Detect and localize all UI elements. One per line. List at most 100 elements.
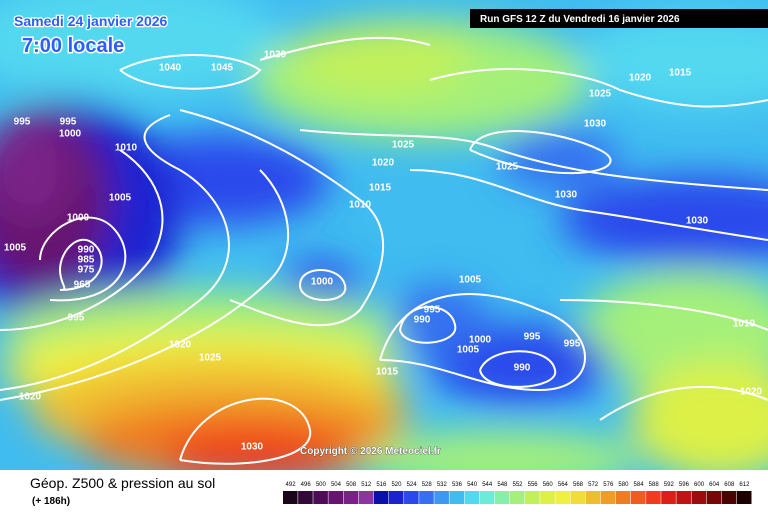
isobar-label: 995 xyxy=(68,313,85,324)
isobar-label: 995 xyxy=(424,305,441,316)
colorbar-label: 536 xyxy=(452,482,463,488)
isobar-label: 1015 xyxy=(369,183,392,194)
colorbar-label: 576 xyxy=(603,482,614,488)
isobar-label: 1015 xyxy=(376,367,399,378)
colorbar-cell xyxy=(388,491,404,504)
colorbar-cell xyxy=(494,491,510,504)
colorbar-label: 504 xyxy=(331,482,342,488)
colorbar-label: 496 xyxy=(301,482,312,488)
colorbar-label: 508 xyxy=(346,482,357,488)
copyright: Copyright © 2026 Meteociel.fr xyxy=(300,446,441,457)
isobar-label: 1010 xyxy=(733,319,756,330)
colorbar-label: 532 xyxy=(437,482,448,488)
colorbar-label: 592 xyxy=(664,482,675,488)
colorbar-label: 528 xyxy=(422,482,433,488)
colorbar-cell xyxy=(525,491,540,504)
isobar-label: 1030 xyxy=(241,442,264,453)
isobar-label: 990 xyxy=(514,363,531,374)
colorbar-cell xyxy=(404,491,419,504)
colorbar-label: 512 xyxy=(361,482,372,488)
colorbar-cell xyxy=(555,491,570,504)
isobar-label: 1005 xyxy=(459,275,482,286)
isobar-labels: 1040 1045 1030 995 995 1000 1010 1005 10… xyxy=(4,50,763,453)
colorbar-label: 600 xyxy=(694,482,705,488)
isobar-label: 1015 xyxy=(669,68,692,79)
colorbar-cell xyxy=(328,491,344,504)
isobar-label: 1045 xyxy=(211,63,234,74)
isobar-label: 1030 xyxy=(686,216,709,227)
isobar-label: 1005 xyxy=(109,193,132,204)
isobar-label: 1040 xyxy=(159,63,182,74)
isobar-label: 1010 xyxy=(349,200,372,211)
forecast-time: 7:00 locale xyxy=(22,35,124,57)
isobar-label: 1020 xyxy=(169,340,192,351)
colorbar-cell xyxy=(691,491,707,504)
colorbar-label: 500 xyxy=(316,482,327,488)
colorbar-cell xyxy=(419,491,434,504)
isobar-label: 990 xyxy=(78,245,95,256)
colorbar-cell xyxy=(434,491,449,504)
isobar-label: 995 xyxy=(564,339,581,350)
isobar-label: 1000 xyxy=(59,129,82,140)
isobar-label: 1000 xyxy=(311,277,334,288)
isobar-label: 1025 xyxy=(392,140,415,151)
colorbar-label: 560 xyxy=(543,482,554,488)
run-box xyxy=(470,9,768,28)
colorbar-label: 564 xyxy=(558,482,569,488)
colorbar-label: 540 xyxy=(467,482,478,488)
colorbar-cell xyxy=(540,491,555,504)
colorbar-label: 612 xyxy=(739,482,750,488)
isobar-label: 1030 xyxy=(555,190,578,201)
colorbar-label: 608 xyxy=(724,482,735,488)
isobar-label: 1000 xyxy=(67,213,90,224)
colorbar-cell xyxy=(373,491,389,504)
isobar-label: 1025 xyxy=(496,162,519,173)
isobar-label: 995 xyxy=(14,117,31,128)
map-field xyxy=(0,0,768,470)
isobar-label: 1000 xyxy=(469,335,492,346)
isobar-label: 1030 xyxy=(264,50,287,61)
colorbar-cell xyxy=(358,491,374,504)
colorbar-cell xyxy=(479,491,495,504)
isobar-label: 995 xyxy=(60,117,77,128)
footer-title: Géop. Z500 & pression au sol xyxy=(30,475,215,491)
isobar-label: 965 xyxy=(74,280,91,291)
colorbar-cell xyxy=(630,491,646,504)
colorbar-cell xyxy=(343,491,359,504)
colorbar-cell xyxy=(464,491,480,504)
isobars xyxy=(0,36,768,465)
colorbar-cell xyxy=(676,491,691,504)
colorbar-label: 492 xyxy=(286,482,297,488)
isobar-label: 995 xyxy=(524,332,541,343)
colorbar-cell xyxy=(646,491,661,504)
colorbar-cell xyxy=(600,491,616,504)
isobar-label: 990 xyxy=(414,315,431,326)
colorbar-cell xyxy=(570,491,586,504)
isobar-label: 1005 xyxy=(457,345,480,356)
colorbar-label: 588 xyxy=(649,482,660,488)
colorbar-label: 580 xyxy=(618,482,629,488)
colorbar-label: 604 xyxy=(709,482,720,488)
colorbar-label: 548 xyxy=(497,482,508,488)
colorbar-label: 568 xyxy=(573,482,584,488)
colorbar-label: 544 xyxy=(482,482,493,488)
colorbar-cell xyxy=(661,491,676,504)
isobar-label: 1020 xyxy=(19,392,42,403)
isobar-label: 1030 xyxy=(584,119,607,130)
colorbar-label: 584 xyxy=(634,482,645,488)
colorbar-label: 520 xyxy=(391,482,402,488)
colorbar: 492 496 500 504 508 512 516 520 524 528 532 536 540 5… xyxy=(283,482,752,504)
run-info: Run GFS 12 Z du Vendredi 16 janvier 2026 xyxy=(480,14,680,25)
isobar-label: 1025 xyxy=(589,89,612,100)
colorbar-label: 552 xyxy=(512,482,523,488)
colorbar-label: 596 xyxy=(679,482,690,488)
colorbar-cell xyxy=(585,491,601,504)
colorbar-label: 572 xyxy=(588,482,599,488)
isobar-label: 1010 xyxy=(115,143,138,154)
isobar-label: 1025 xyxy=(199,353,222,364)
colorbar-cell xyxy=(736,491,752,504)
footer-lead: (+ 186h) xyxy=(32,496,70,507)
colorbar-cell xyxy=(615,491,631,504)
isobar-label: 1020 xyxy=(372,158,395,169)
